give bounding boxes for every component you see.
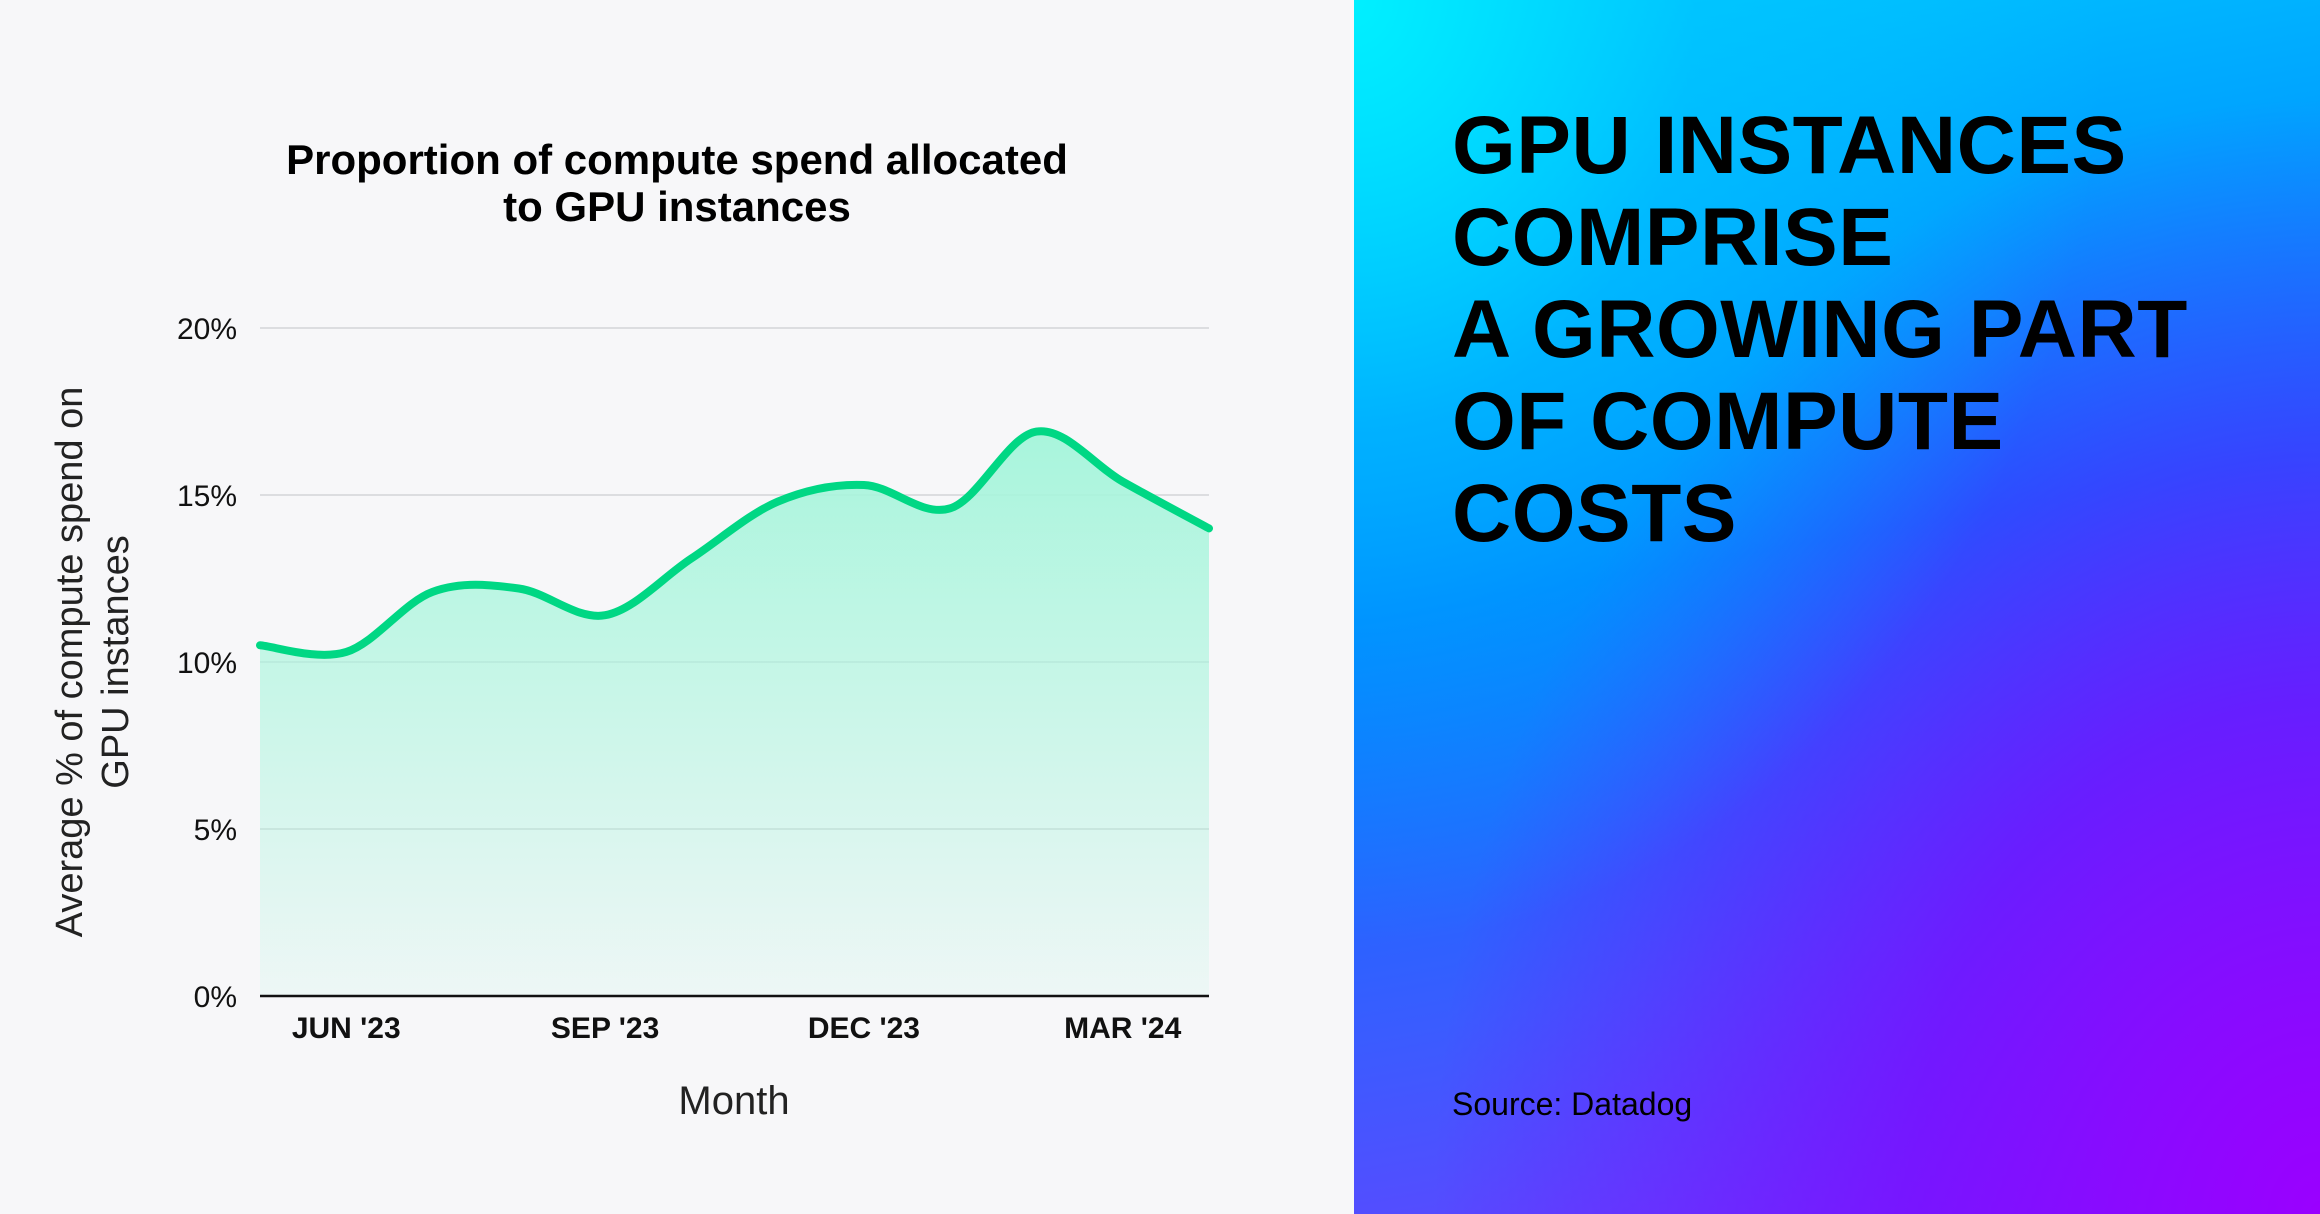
headline-panel: GPU INSTANCES COMPRISE A GROWING PART OF…	[1354, 0, 2320, 1214]
x-axis-label: Month	[678, 1079, 789, 1123]
x-tick-label: MAR '24	[1064, 1012, 1181, 1045]
y-tick-label: 5%	[194, 814, 237, 847]
x-tick-label: SEP '23	[551, 1012, 659, 1045]
chart-title: Proportion of compute spend allocated to…	[0, 136, 1354, 230]
headline-line: COSTS	[1452, 468, 1737, 559]
x-tick-label: JUN '23	[292, 1012, 401, 1045]
y-tick-label: 20%	[177, 313, 237, 346]
chart-title-line: Proportion of compute spend allocated	[286, 136, 1068, 183]
y-axis-label: Average % of compute spend on GPU instanc…	[49, 387, 137, 938]
area-chart: 0% 5% 10% 15% 20% JUN '23 SEP '23 DEC '23 MAR '2…	[49, 313, 1213, 1123]
headline-line: GPU INSTANCES	[1452, 100, 2127, 191]
source-note: Source: Datadog	[1452, 1086, 1693, 1122]
y-axis-label-line: Average % of compute spend on	[49, 387, 91, 938]
y-tick-label: 10%	[177, 647, 237, 680]
headline-line: COMPRISE	[1452, 192, 1894, 283]
headline: GPU INSTANCES COMPRISE A GROWING PART OF…	[1452, 100, 2188, 560]
series-line	[256, 427, 1213, 659]
area-fill	[260, 431, 1209, 996]
x-tick-label: DEC '23	[808, 1012, 920, 1045]
y-tick-label: 0%	[194, 981, 237, 1014]
y-tick-label: 15%	[177, 480, 237, 513]
headline-line: A GROWING PART	[1452, 284, 2188, 375]
y-axis-label-line: GPU instances	[95, 535, 137, 788]
chart-title-line: to GPU instances	[503, 183, 851, 230]
chart-panel: Proportion of compute spend allocated to…	[0, 136, 1354, 1123]
headline-line: OF COMPUTE	[1452, 376, 2004, 467]
